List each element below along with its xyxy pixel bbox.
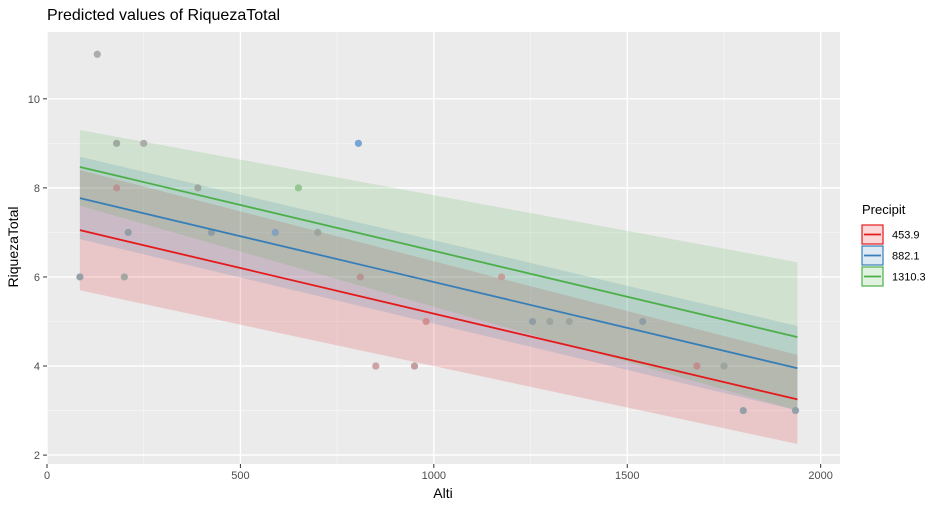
data-point [76,273,84,281]
legend-label-1310.3: 1310.3 [892,272,926,284]
x-tick-label: 2000 [808,470,832,482]
grid-major [46,32,840,464]
data-point [528,317,537,326]
legend-label-882.1: 882.1 [892,251,920,263]
data-point [546,317,554,326]
data-point [194,184,202,192]
y-tick-label: 4 [34,361,40,373]
x-tick-label: 0 [44,470,50,482]
prediction-lines [79,166,798,401]
data-point [314,228,322,237]
data-point [93,50,101,58]
data-point [497,273,506,281]
data-point [294,184,303,192]
data-point [120,273,128,281]
data-point [422,317,430,326]
legend: Precipit 453.9 882.1 1310.3 [861,202,926,287]
data-points [76,50,800,415]
data-point [113,184,121,192]
chart-title: Predicted values of RiquezaTotal [47,7,280,24]
data-point [639,317,647,326]
x-axis-title: Alti [433,485,452,501]
data-point [410,362,419,370]
line-453.9 [79,229,798,401]
legend-title: Precipit [862,202,906,217]
ribbon-453.9 [79,170,798,444]
y-tick-label: 6 [34,272,40,284]
y-tick-label: 10 [28,94,40,106]
data-point [271,228,279,237]
y-tick-label: 8 [34,183,40,195]
data-point [356,273,364,281]
line-882.1 [79,197,798,370]
ribbon-1310.3 [79,129,798,411]
legend-label-453.9: 453.9 [892,230,920,242]
line-1310.3 [79,166,798,338]
y-axis-title: RiquezaTotal [5,207,21,288]
data-point [124,228,132,237]
x-axis-ticks: 0 500 1000 1500 2000 [44,464,833,482]
data-point [354,139,362,147]
y-axis-ticks: 2 4 6 8 10 [28,94,47,462]
data-point [140,139,148,147]
data-point [693,362,701,370]
plot-panel [47,32,840,464]
data-point [113,139,121,147]
data-point [565,317,573,326]
data-point [372,362,380,370]
grid-minor [47,32,840,464]
y-tick-label: 2 [34,450,40,462]
data-point [720,362,728,370]
x-tick-label: 1000 [422,470,446,482]
x-tick-label: 1500 [615,470,639,482]
data-point [739,406,747,415]
data-point [791,406,800,415]
x-tick-label: 500 [231,470,249,482]
